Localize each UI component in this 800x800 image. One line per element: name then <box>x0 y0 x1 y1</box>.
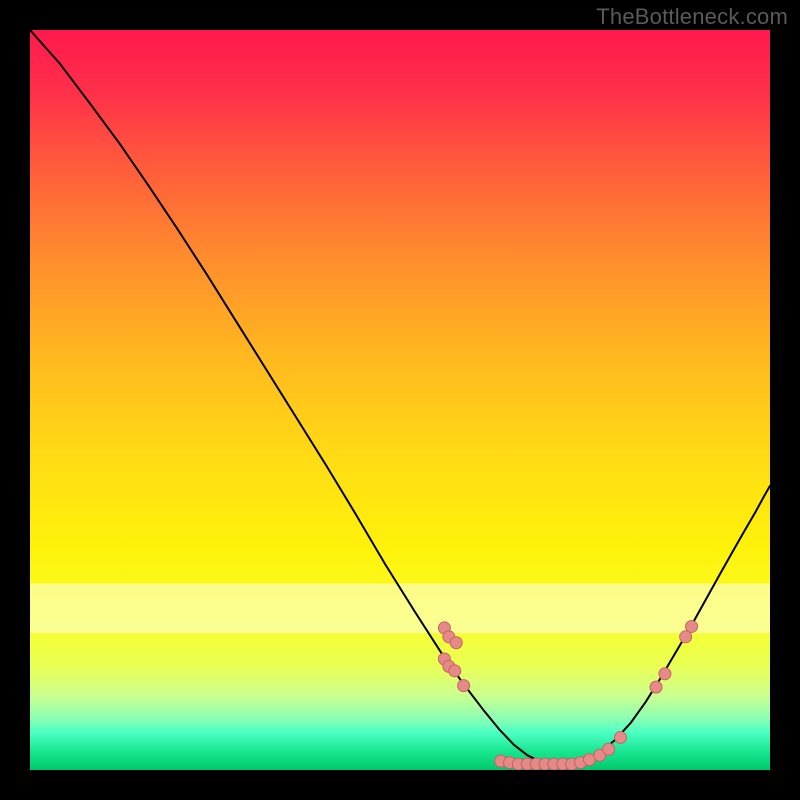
scatter-marker <box>449 665 461 677</box>
plot-svg <box>30 30 770 770</box>
scatter-marker <box>659 668 671 680</box>
scatter-marker <box>458 680 470 692</box>
scatter-marker <box>603 743 615 755</box>
gradient-background <box>30 30 770 770</box>
scatter-marker <box>615 731 627 743</box>
watermark-text: TheBottleneck.com <box>596 4 788 30</box>
scatter-marker <box>450 637 462 649</box>
chart-stage: TheBottleneck.com <box>0 0 800 800</box>
scatter-marker <box>650 681 662 693</box>
plot-area <box>30 30 770 770</box>
pale-highlight-band <box>30 584 770 634</box>
scatter-marker <box>686 620 698 632</box>
